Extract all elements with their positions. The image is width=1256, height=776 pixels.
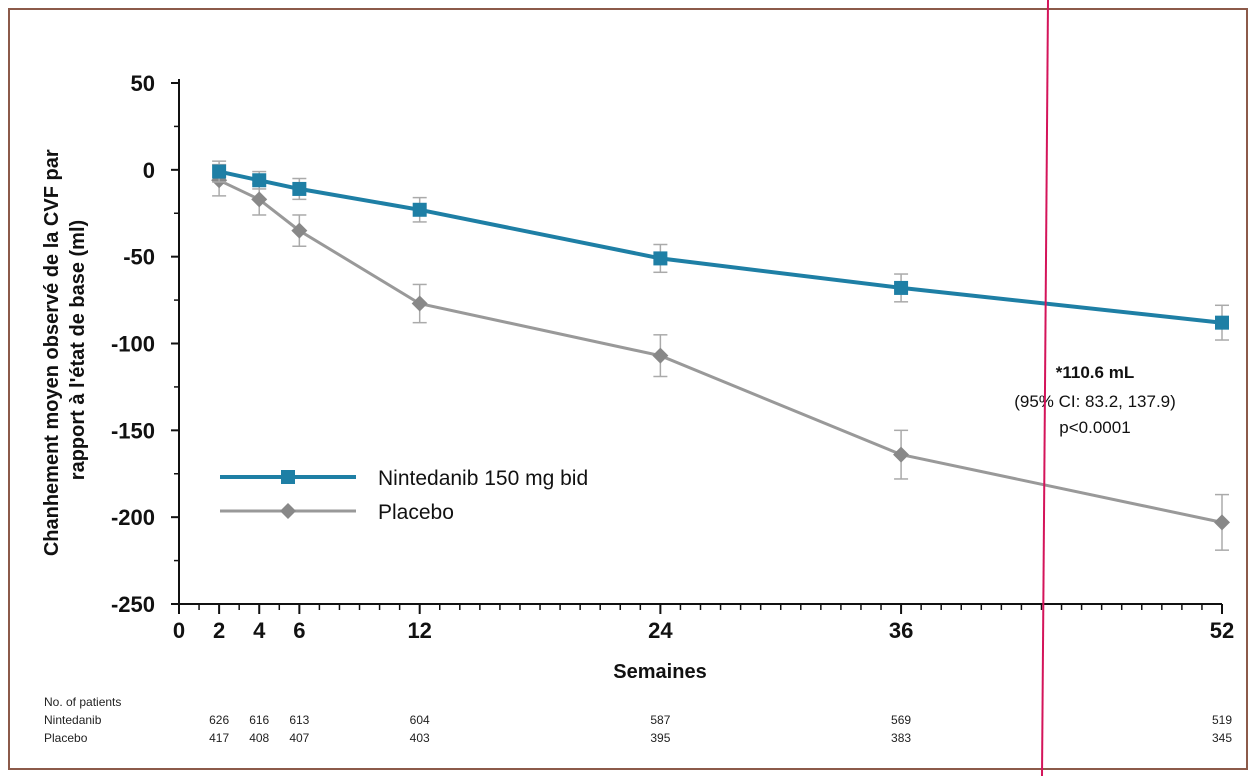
data-point (212, 164, 227, 179)
data-point (894, 280, 909, 295)
data-point (292, 181, 307, 196)
legend-marker-placebo (280, 503, 296, 519)
x-tick-label: 36 (889, 618, 913, 643)
data-point (653, 251, 668, 266)
x-tick-label: 4 (253, 618, 266, 643)
legend-label-placebo: Placebo (378, 501, 454, 524)
patients-count: 519 (1212, 713, 1232, 727)
legend-marker-nintedanib (281, 470, 295, 484)
data-point (893, 446, 910, 463)
annotation: *110.6 mL (95% CI: 83.2, 137.9) p<0.0001 (1014, 363, 1176, 437)
patients-count: 417 (209, 731, 229, 745)
patients-count: 403 (410, 731, 430, 745)
data-point (412, 202, 427, 217)
data-point (1215, 315, 1229, 330)
patients-count: 587 (650, 713, 670, 727)
y-tick-labels: 50 0 -50 -100 -150 -200 -250 (111, 71, 155, 617)
y-tick-label: -50 (123, 245, 155, 270)
overlay-vertical-line (1041, 0, 1049, 776)
series-placebo (211, 163, 1230, 551)
y-axis-title-line2: rapport à l'état de base (ml) (67, 220, 89, 480)
x-tick-label: 2 (213, 618, 225, 643)
x-tick-label: 6 (293, 618, 305, 643)
y-axis-title-line1: Chanhement moyen observé de la CVF par (41, 149, 63, 556)
legend-label-nintedanib: Nintedanib 150 mg bid (378, 467, 588, 490)
x-tick-labels: 0 2 4 6 12 24 36 52 (173, 618, 1234, 643)
y-tick-label: -100 (111, 332, 155, 357)
x-tick-label: 12 (407, 618, 431, 643)
figure-frame (8, 8, 1248, 770)
data-point (251, 191, 268, 208)
data-point (291, 222, 308, 239)
y-tick-label: 50 (131, 71, 155, 96)
x-axis-title: Semaines (613, 661, 706, 683)
patients-count: 613 (289, 713, 309, 727)
annotation-line3: p<0.0001 (1059, 418, 1130, 437)
series-layer (211, 160, 1230, 551)
series-line (218, 178, 1223, 524)
y-tick-label: -150 (111, 418, 155, 443)
x-tick-label: 24 (648, 618, 673, 643)
y-axis-title: Chanhement moyen observé de la CVF par r… (41, 144, 89, 556)
series-line (218, 169, 1223, 325)
data-point (652, 347, 669, 364)
patients-row-label-nintedanib: Nintedanib (44, 713, 102, 727)
patients-count: 395 (650, 731, 670, 745)
patients-count: 407 (289, 731, 309, 745)
patients-row-label-placebo: Placebo (44, 731, 88, 745)
x-tick-label: 52 (1210, 618, 1234, 643)
data-point (411, 295, 428, 312)
patients-table: No. of patients Nintedanib Placebo 626 61… (44, 695, 1232, 745)
annotation-line1: *110.6 mL (1056, 363, 1134, 382)
chart-axes (171, 79, 1223, 614)
series-nintedanib (212, 160, 1229, 341)
patients-count: 604 (410, 713, 430, 727)
annotation-line2: (95% CI: 83.2, 137.9) (1014, 392, 1176, 411)
y-tick-label: 0 (143, 158, 155, 183)
patients-table-values: 626 616 613 604 587 569 519 417 408 407 403 395 383 3… (209, 713, 1232, 745)
patients-count: 383 (891, 731, 911, 745)
patients-count: 408 (249, 731, 269, 745)
patients-count: 569 (891, 713, 911, 727)
patients-count: 345 (1212, 731, 1232, 745)
legend: Nintedanib 150 mg bid Placebo (220, 467, 588, 524)
x-tick-label: 0 (173, 618, 185, 643)
data-point (252, 173, 267, 188)
patients-count: 626 (209, 713, 229, 727)
data-point (1214, 514, 1230, 531)
y-tick-label: -250 (111, 592, 155, 617)
patients-count: 616 (249, 713, 269, 727)
patients-table-header: No. of patients (44, 695, 121, 709)
y-tick-label: -200 (111, 505, 155, 530)
